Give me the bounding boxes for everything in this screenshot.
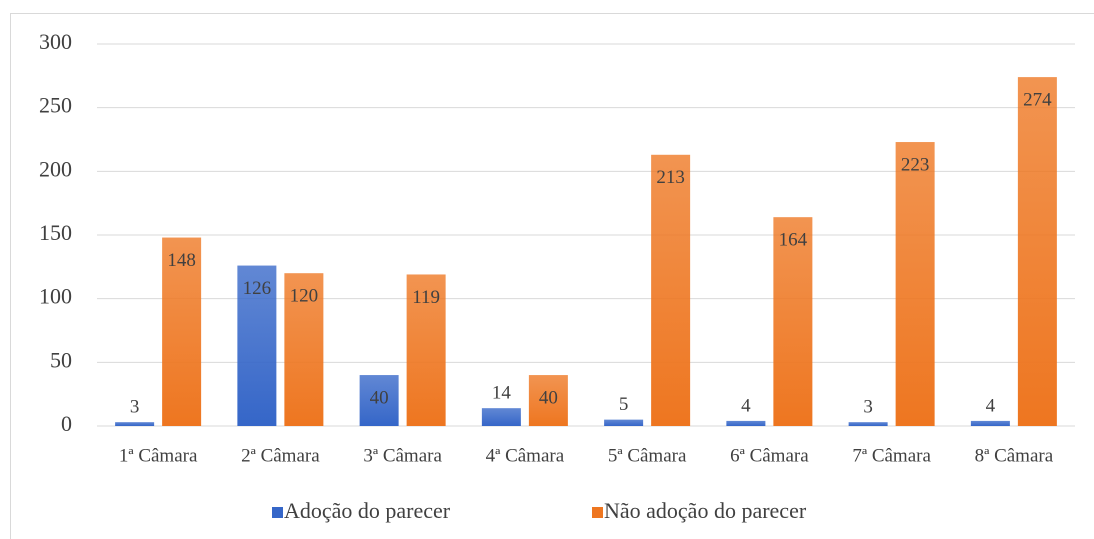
x-tick-label: 7ª Câmara — [852, 445, 931, 466]
data-label: 40 — [370, 387, 389, 408]
x-tick-label: 1ª Câmara — [119, 445, 198, 466]
data-label: 3 — [863, 397, 873, 418]
data-label: 120 — [290, 286, 319, 307]
bar — [406, 274, 446, 426]
bar — [528, 375, 568, 426]
data-label: 40 — [539, 387, 558, 408]
y-tick-label: 50 — [50, 347, 72, 372]
x-tick-label: 4ª Câmara — [486, 445, 565, 466]
y-tick-label: 150 — [39, 220, 72, 245]
data-label: 4 — [986, 395, 996, 416]
x-tick-label: 8ª Câmara — [975, 445, 1054, 466]
y-tick-label: 100 — [39, 284, 72, 309]
data-label: 3 — [130, 397, 140, 418]
bar — [1017, 77, 1057, 427]
legend-label: Adoção do parecer — [284, 498, 451, 523]
bar — [284, 273, 324, 426]
y-tick-label: 0 — [61, 411, 72, 436]
bar — [970, 420, 1010, 426]
data-label: 4 — [741, 395, 751, 416]
legend-swatch — [272, 507, 283, 518]
data-label: 126 — [243, 278, 272, 299]
chart-border — [10, 13, 1094, 539]
data-label: 164 — [779, 230, 808, 251]
x-tick-label: 2ª Câmara — [241, 445, 320, 466]
bar — [604, 419, 644, 426]
bar — [651, 154, 691, 426]
data-label: 119 — [412, 287, 440, 308]
legend-swatch — [592, 507, 603, 518]
x-tick-label: 5ª Câmara — [608, 445, 687, 466]
data-label: 14 — [492, 383, 512, 404]
data-label: 274 — [1023, 89, 1052, 110]
data-label: 5 — [619, 394, 629, 415]
y-tick-label: 300 — [39, 29, 72, 54]
bar — [481, 408, 521, 426]
bar — [115, 422, 155, 426]
legend-label: Não adoção do parecer — [604, 498, 807, 523]
data-label: 213 — [656, 167, 685, 188]
bar — [848, 422, 888, 426]
bar — [726, 420, 766, 426]
bar — [237, 265, 277, 426]
bar — [162, 237, 202, 426]
data-label: 223 — [901, 154, 930, 175]
bar — [895, 142, 935, 426]
bar — [359, 375, 399, 426]
x-tick-label: 3ª Câmara — [363, 445, 442, 466]
y-tick-label: 200 — [39, 156, 72, 181]
y-tick-label: 250 — [39, 93, 72, 118]
bar — [773, 217, 813, 426]
x-tick-label: 6ª Câmara — [730, 445, 809, 466]
data-label: 148 — [167, 250, 196, 271]
